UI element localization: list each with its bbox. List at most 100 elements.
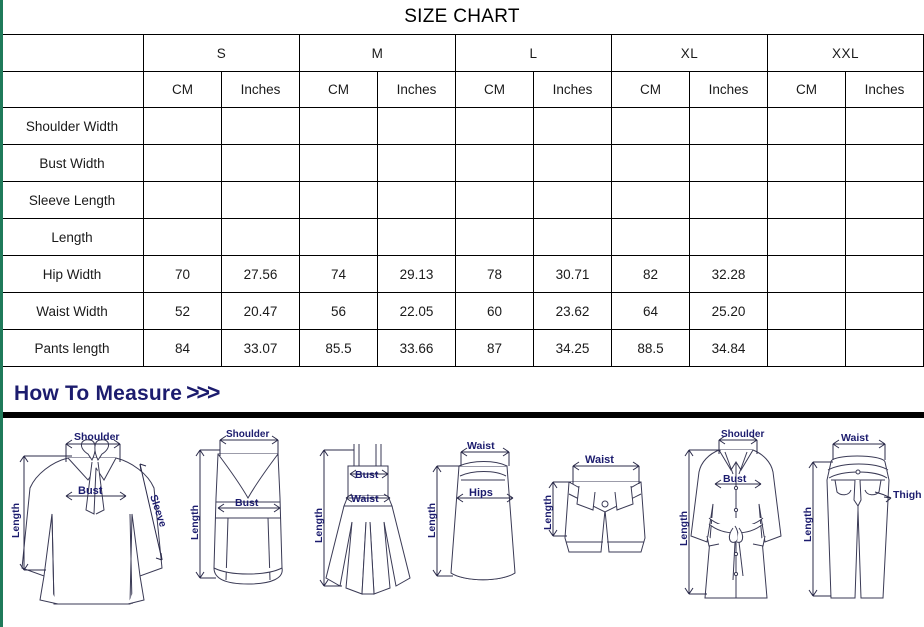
size-chart-table: S M L XL XXL CM Inches CM Inches CM Inches CM Inches…: [0, 34, 924, 367]
label-shoulder: Shoulder: [74, 431, 120, 443]
cell-r2-c6: [611, 181, 691, 219]
row-label-sleeve-length: Sleeve Length: [0, 181, 144, 219]
cell-r2-c8: [767, 181, 847, 219]
label-length: Length: [802, 507, 814, 542]
cell-r5-c4: 60: [455, 292, 535, 330]
label-bust: Bust: [235, 497, 259, 509]
table-row: Bust Width: [0, 144, 924, 182]
cell-r3-c6: [611, 218, 691, 256]
cell-r1-c3: [377, 144, 457, 182]
cell-r2-c1: [220, 181, 301, 219]
pants-diagram: Waist Thigh Length: [797, 418, 924, 618]
table-corner-cell-2: [0, 71, 144, 108]
cell-r2-c5: [533, 181, 613, 219]
unit-header-m-cm: CM: [299, 71, 379, 108]
label-thigh: Thigh: [893, 489, 922, 501]
cell-r4-c8: [767, 255, 847, 293]
table-corner-cell: [0, 34, 144, 72]
cell-r5-c3: 22.05: [377, 292, 457, 330]
label-waist: Waist: [585, 454, 614, 466]
unit-header-m-inches: Inches: [377, 71, 457, 108]
trench-coat-diagram: Shoulder Bust Length: [675, 418, 797, 618]
cell-r6-c2: 85.5: [299, 329, 379, 367]
unit-header-xxl-cm: CM: [767, 71, 847, 108]
row-label-hip-width: Hip Width: [0, 255, 144, 293]
unit-header-s-cm: CM: [143, 71, 222, 108]
cell-r1-c6: [611, 144, 691, 182]
unit-header-l-cm: CM: [455, 71, 535, 108]
size-header-xl: XL: [611, 34, 769, 72]
cell-r6-c7: 34.84: [689, 329, 769, 367]
unit-header-xl-cm: CM: [611, 71, 691, 108]
table-row: Length: [0, 218, 924, 256]
cell-r3-c0: [143, 218, 222, 256]
page-title: SIZE CHART: [404, 6, 520, 27]
cell-r2-c9: [845, 181, 924, 219]
how-to-measure-heading: How To Measure >>>: [0, 367, 924, 410]
cell-r1-c5: [533, 144, 613, 182]
cell-r5-c2: 56: [299, 292, 379, 330]
table-row: Waist Width 52 20.47 56 22.05 60 23.62 64 25.20: [0, 292, 924, 330]
cell-r1-c9: [845, 144, 924, 182]
left-green-accent-rail: [0, 0, 3, 627]
cell-r3-c1: [220, 218, 301, 256]
cell-r3-c2: [299, 218, 379, 256]
cell-r4-c1: 27.56: [220, 255, 301, 293]
label-waist: Waist: [351, 493, 379, 505]
label-length: Length: [542, 495, 554, 530]
unit-header-xxl-inches: Inches: [845, 71, 924, 108]
cell-r2-c0: [143, 181, 222, 219]
how-to-measure-divider: [0, 412, 924, 418]
cell-r3-c9: [845, 218, 924, 256]
cell-r0-c6: [611, 107, 691, 145]
cell-r5-c0: 52: [143, 292, 222, 330]
cell-r6-c0: 84: [143, 329, 222, 367]
table-row: Shoulder Width: [0, 107, 924, 145]
label-shoulder: Shoulder: [721, 429, 764, 440]
row-label-pants-length: Pants length: [0, 329, 144, 367]
cell-r0-c3: [377, 107, 457, 145]
cell-r0-c7: [689, 107, 769, 145]
cell-r5-c5: 23.62: [533, 292, 613, 330]
cell-r6-c4: 87: [455, 329, 535, 367]
cell-r5-c7: 25.20: [689, 292, 769, 330]
cell-r1-c7: [689, 144, 769, 182]
cell-r5-c6: 64: [611, 292, 691, 330]
chart-title-bar: SIZE CHART: [0, 0, 924, 34]
row-label-length: Length: [0, 218, 144, 256]
cell-r6-c8: [767, 329, 847, 367]
unit-header-l-inches: Inches: [533, 71, 613, 108]
cell-r2-c4: [455, 181, 535, 219]
strap-dress-diagram: Bust Waist Length: [310, 418, 425, 618]
label-length: Length: [190, 505, 201, 540]
how-to-measure-label: How To Measure: [14, 382, 183, 405]
cell-r0-c0: [143, 107, 222, 145]
label-hips: Hips: [469, 487, 493, 499]
table-row: Sleeve Length: [0, 181, 924, 219]
unit-header-xl-inches: Inches: [689, 71, 769, 108]
cell-r0-c4: [455, 107, 535, 145]
cell-r6-c6: 88.5: [611, 329, 691, 367]
table-row: Hip Width 70 27.56 74 29.13 78 30.71 82 32.28: [0, 255, 924, 293]
how-to-measure-banner: How To Measure >>>: [0, 367, 924, 418]
row-label-bust-width: Bust Width: [0, 144, 144, 182]
size-header-l: L: [455, 34, 613, 72]
size-header-xxl: XXL: [767, 34, 924, 72]
cell-r0-c8: [767, 107, 847, 145]
shorts-diagram: Waist Length: [535, 418, 675, 618]
cell-r0-c9: [845, 107, 924, 145]
unit-header-row: CM Inches CM Inches CM Inches CM Inches CM Inches: [0, 71, 924, 108]
cell-r6-c5: 34.25: [533, 329, 613, 367]
table-row: Pants length 84 33.07 85.5 33.66 87 34.25 88.5 3…: [0, 329, 924, 367]
skirt-diagram: Waist Hips Length: [425, 418, 535, 618]
cell-r4-c5: 30.71: [533, 255, 613, 293]
cell-r0-c5: [533, 107, 613, 145]
measurement-diagrams-row: Shoulder Bust Length Sleeve: [0, 418, 924, 618]
cell-r5-c1: 20.47: [220, 292, 301, 330]
cell-r0-c2: [299, 107, 379, 145]
cell-r6-c1: 33.07: [220, 329, 301, 367]
cell-r4-c4: 78: [455, 255, 535, 293]
cell-r4-c2: 74: [299, 255, 379, 293]
unit-header-s-inches: Inches: [220, 71, 301, 108]
label-waist: Waist: [841, 432, 869, 444]
